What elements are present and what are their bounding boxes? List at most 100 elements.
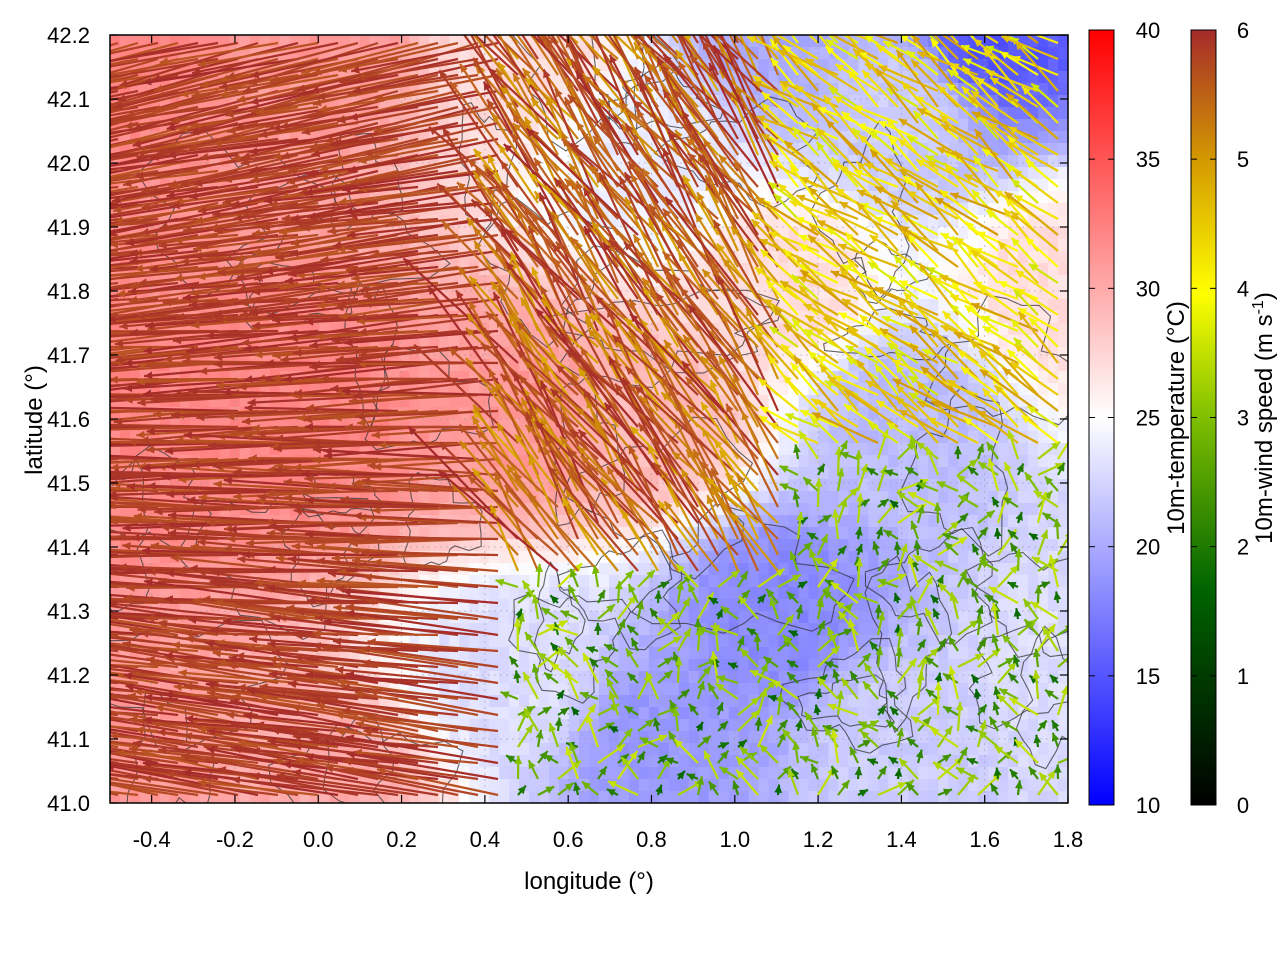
heatmap-cell xyxy=(668,575,680,588)
heatmap-cell xyxy=(139,659,151,672)
heatmap-cell xyxy=(129,71,141,84)
heatmap-cell xyxy=(379,95,391,108)
heatmap-cell xyxy=(589,743,600,756)
heatmap-cell xyxy=(758,47,770,60)
heatmap-cell xyxy=(399,491,410,504)
heatmap-cell xyxy=(638,491,650,504)
heatmap-cell xyxy=(798,419,810,432)
heatmap-cell xyxy=(678,143,690,156)
heatmap-cell xyxy=(429,119,440,132)
heatmap-cell xyxy=(509,587,520,600)
heatmap-cell xyxy=(369,695,381,708)
heatmap-cell xyxy=(718,743,730,756)
heatmap-cell xyxy=(379,419,391,432)
heatmap-cell xyxy=(529,443,540,456)
heatmap-cell xyxy=(868,503,879,516)
heatmap-cell xyxy=(449,791,460,803)
heatmap-cell xyxy=(589,179,600,192)
heatmap-cell xyxy=(858,95,870,108)
heatmap-cell xyxy=(858,155,870,168)
heatmap-cell xyxy=(688,539,700,552)
heatmap-cell xyxy=(598,83,610,96)
heatmap-cell xyxy=(608,575,620,588)
heatmap-cell xyxy=(598,659,610,672)
heatmap-cell xyxy=(888,47,899,60)
heatmap-cell xyxy=(149,491,161,504)
heatmap-cell xyxy=(838,155,850,168)
heatmap-cell xyxy=(209,395,221,408)
heatmap-cell xyxy=(119,503,131,516)
heatmap-cell xyxy=(658,611,670,624)
heatmap-cell xyxy=(598,551,610,564)
heatmap-cell xyxy=(309,275,321,288)
heatmap-cell xyxy=(798,683,810,696)
heatmap-cell xyxy=(489,275,500,288)
heatmap-cell xyxy=(110,131,121,144)
heatmap-cell xyxy=(219,323,231,336)
heatmap-cell xyxy=(778,191,790,204)
heatmap-cell xyxy=(878,551,889,564)
heatmap-cell xyxy=(429,143,440,156)
heatmap-cell xyxy=(539,779,550,792)
heatmap-cell xyxy=(718,527,730,540)
heatmap-cell xyxy=(539,563,550,576)
heatmap-cell xyxy=(569,311,580,324)
heatmap-cell xyxy=(788,203,800,216)
heatmap-cell xyxy=(359,539,371,552)
heatmap-cell xyxy=(598,263,610,276)
heatmap-cell xyxy=(778,395,790,408)
heatmap-cell xyxy=(748,323,760,336)
heatmap-cell xyxy=(499,59,510,72)
heatmap-cell xyxy=(329,431,341,444)
heatmap-cell xyxy=(808,683,820,696)
heatmap-cell xyxy=(449,131,460,144)
heatmap-cell xyxy=(569,419,580,432)
heatmap-cell xyxy=(389,239,400,252)
heatmap-cell xyxy=(259,59,271,72)
heatmap-cell xyxy=(529,311,540,324)
heatmap-cell xyxy=(618,35,630,48)
heatmap-cell xyxy=(648,527,660,540)
heatmap-cell xyxy=(259,419,271,432)
heatmap-cell xyxy=(778,503,790,516)
heatmap-cell xyxy=(569,83,580,96)
heatmap-cell xyxy=(728,407,740,420)
heatmap-cell xyxy=(738,707,750,720)
heatmap-cell xyxy=(239,59,251,72)
heatmap-cell xyxy=(509,539,520,552)
heatmap-cell xyxy=(379,599,391,612)
heatmap-cell xyxy=(798,707,810,720)
heatmap-cell xyxy=(149,431,161,444)
heatmap-cell xyxy=(259,539,271,552)
heatmap-cell xyxy=(878,275,889,288)
heatmap-cell xyxy=(509,695,520,708)
heatmap-cell xyxy=(738,683,750,696)
heatmap-cell xyxy=(289,419,301,432)
heatmap-cell xyxy=(209,131,221,144)
heatmap-cell xyxy=(798,503,810,516)
heatmap-cell xyxy=(189,323,201,336)
heatmap-cell xyxy=(618,599,630,612)
heatmap-cell xyxy=(708,203,720,216)
heatmap-cell xyxy=(149,371,161,384)
heatmap-cell xyxy=(339,419,351,432)
heatmap-cell xyxy=(499,563,510,576)
heatmap-cell xyxy=(409,635,420,648)
heatmap-cell xyxy=(429,791,440,803)
heatmap-cell xyxy=(239,179,251,192)
heatmap-cell xyxy=(738,371,750,384)
heatmap-cell xyxy=(878,671,889,684)
heatmap-cell xyxy=(798,635,810,648)
heatmap-cell xyxy=(618,359,630,372)
heatmap-cell xyxy=(249,551,261,564)
heatmap-cell xyxy=(429,647,440,660)
heatmap-cell xyxy=(838,539,850,552)
heatmap-cell xyxy=(559,563,570,576)
heatmap-cell xyxy=(339,35,351,48)
heatmap-cell xyxy=(758,179,770,192)
heatmap-cell xyxy=(409,599,420,612)
heatmap-cell xyxy=(519,107,530,120)
heatmap-cell xyxy=(788,407,800,420)
heatmap-cell xyxy=(419,599,430,612)
heatmap-cell xyxy=(598,719,610,732)
